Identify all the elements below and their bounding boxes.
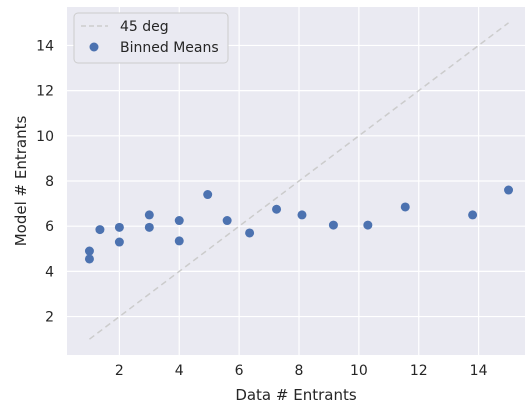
data-point <box>328 220 338 230</box>
grid <box>67 7 525 355</box>
data-point <box>174 216 184 226</box>
x-tick-label: 2 <box>115 363 124 379</box>
data-point <box>297 210 307 220</box>
data-point <box>203 190 213 200</box>
reference-line-group <box>88 22 509 340</box>
reference-line-45-deg <box>88 22 509 340</box>
data-point <box>84 246 94 256</box>
data-point <box>504 185 514 195</box>
x-tick-label: 10 <box>350 363 368 379</box>
x-tick-labels: 2 4 6 8 10 12 14 <box>115 363 488 379</box>
legend-label-45-deg: 45 deg <box>120 19 169 35</box>
x-tick-label: 14 <box>470 363 488 379</box>
data-point <box>84 254 94 264</box>
x-tick-label: 6 <box>235 363 244 379</box>
data-point <box>468 210 478 220</box>
y-tick-label: 6 <box>45 219 54 235</box>
y-tick-label: 10 <box>36 129 54 145</box>
x-tick-label: 4 <box>175 363 184 379</box>
data-point <box>272 204 282 214</box>
data-point <box>400 202 410 212</box>
y-tick-label: 2 <box>45 310 54 326</box>
y-tick-label: 12 <box>36 84 54 100</box>
y-axis-label: Model # Entrants <box>12 116 30 247</box>
data-point <box>95 225 105 235</box>
data-point <box>245 228 255 238</box>
x-tick-label: 12 <box>410 363 428 379</box>
legend: 45 deg Binned Means <box>73 12 229 64</box>
x-tick-label: 8 <box>295 363 304 379</box>
y-tick-label: 8 <box>45 174 54 190</box>
data-points <box>84 185 514 264</box>
x-axis-label: Data # Entrants <box>235 386 357 404</box>
y-tick-label: 4 <box>45 264 54 280</box>
data-point <box>222 216 232 226</box>
data-point <box>363 220 373 230</box>
data-point <box>144 210 154 220</box>
legend-label-binned-means: Binned Means <box>120 40 219 56</box>
data-point <box>114 237 124 247</box>
y-tick-labels: 2 4 6 8 10 12 14 <box>36 38 54 325</box>
legend-box <box>73 12 229 64</box>
data-point <box>114 222 124 232</box>
data-point <box>174 236 184 246</box>
data-point <box>144 222 154 232</box>
y-tick-label: 14 <box>36 38 54 54</box>
legend-marker-swatch <box>89 42 99 52</box>
